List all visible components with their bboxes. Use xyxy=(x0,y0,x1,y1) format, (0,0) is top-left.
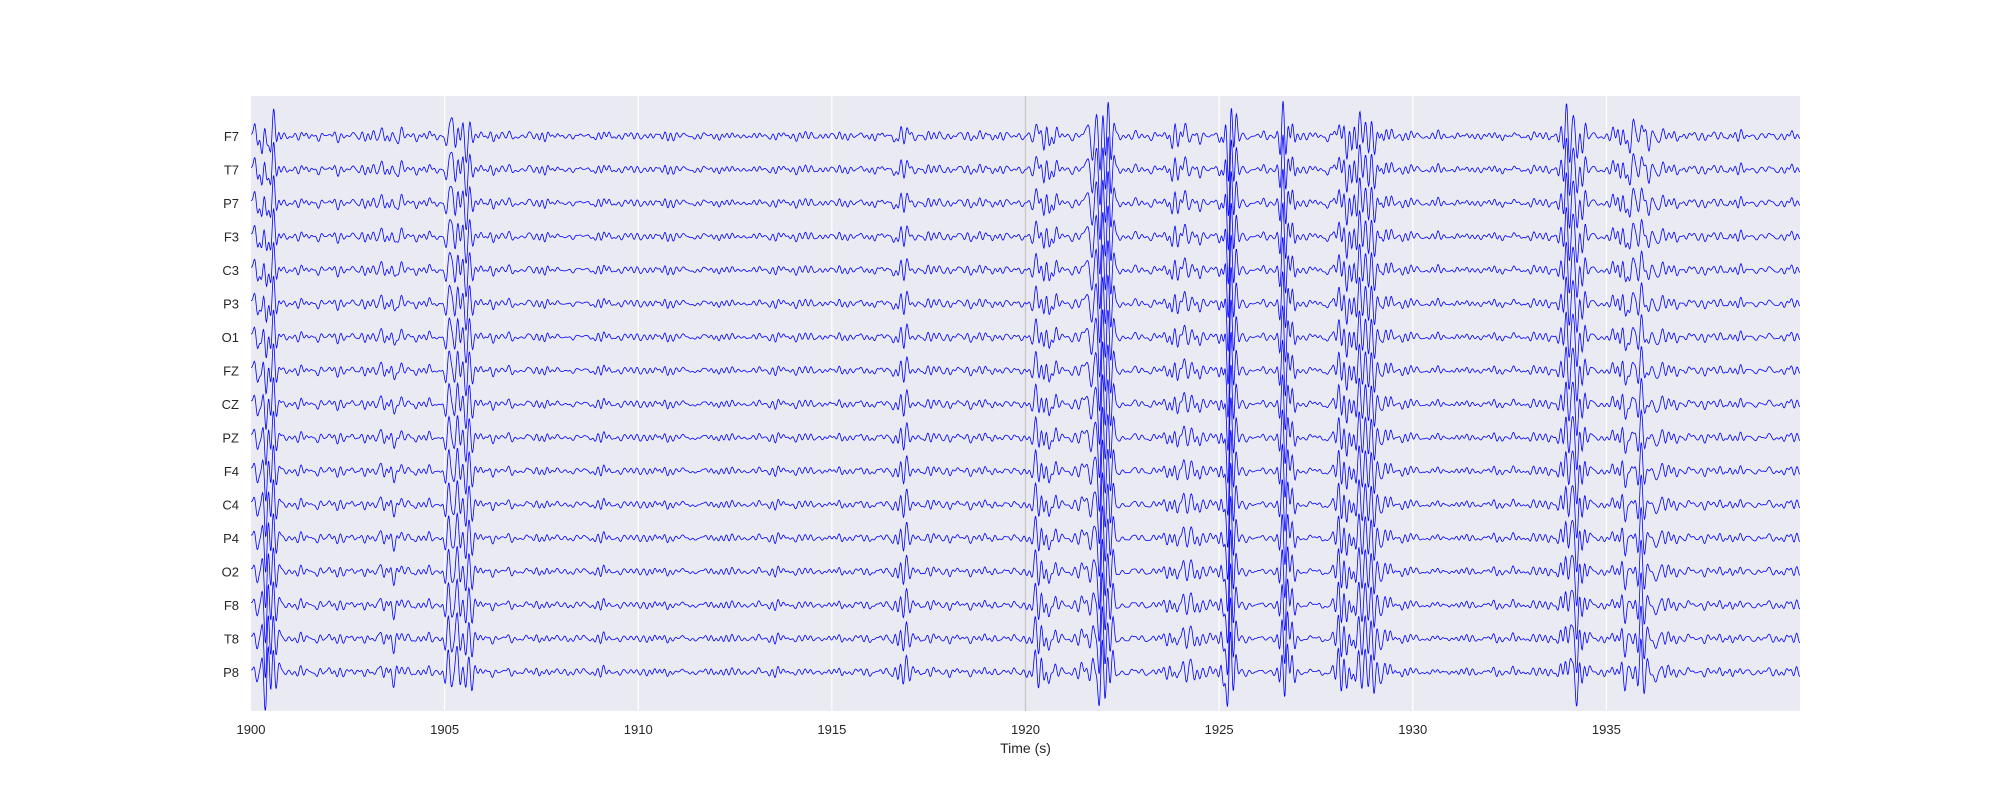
trace-p8 xyxy=(250,631,1801,711)
trace-c3 xyxy=(250,234,1801,318)
channel-label-p7: P7 xyxy=(223,196,239,211)
x-tick-1915: 1915 xyxy=(817,722,846,737)
trace-f7 xyxy=(250,101,1801,182)
channel-label-c3: C3 xyxy=(222,263,239,278)
trace-o2 xyxy=(250,529,1801,612)
x-tick-1930: 1930 xyxy=(1398,722,1427,737)
x-tick-1920: 1920 xyxy=(1011,722,1040,737)
channel-label-f8: F8 xyxy=(224,598,239,613)
channel-label-o1: O1 xyxy=(222,330,239,345)
channel-label-o2: O2 xyxy=(222,565,239,580)
channel-label-f7: F7 xyxy=(224,129,239,144)
trace-fz xyxy=(250,331,1801,418)
x-tick-1935: 1935 xyxy=(1592,722,1621,737)
trace-t7 xyxy=(250,134,1801,217)
trace-f3 xyxy=(250,201,1801,285)
x-tick-1905: 1905 xyxy=(430,722,459,737)
channel-label-f3: F3 xyxy=(224,230,239,245)
channel-labels: F7 T7 P7 F3 C3 P3 O1 FZ CZ PZ F4 C4 P4 O2 F8 T8 P8 xyxy=(222,129,239,680)
channel-label-p8: P8 xyxy=(223,665,239,680)
channel-label-t8: T8 xyxy=(224,632,239,647)
trace-cz xyxy=(250,364,1801,451)
channel-label-cz: CZ xyxy=(222,397,239,412)
channel-label-c4: C4 xyxy=(222,498,239,513)
channel-label-pz: PZ xyxy=(222,431,239,446)
x-tick-labels: 1900 1905 1910 1915 1920 1925 1930 1935 xyxy=(237,722,1621,737)
channel-label-t7: T7 xyxy=(224,163,239,178)
x-axis-label: Time (s) xyxy=(1000,740,1051,756)
trace-f8 xyxy=(250,563,1801,644)
trace-c4 xyxy=(250,462,1801,548)
trace-p3 xyxy=(250,267,1801,352)
channel-label-fz: FZ xyxy=(223,364,239,379)
trace-p4 xyxy=(250,495,1801,581)
channel-label-p4: P4 xyxy=(223,531,239,546)
x-tick-1900: 1900 xyxy=(237,722,266,737)
trace-p7 xyxy=(250,168,1801,251)
trace-pz xyxy=(250,397,1801,484)
channel-label-p3: P3 xyxy=(223,297,239,312)
trace-t8 xyxy=(250,597,1801,679)
x-tick-1910: 1910 xyxy=(624,722,653,737)
x-tick-1925: 1925 xyxy=(1205,722,1234,737)
channel-label-f4: F4 xyxy=(224,464,239,479)
trace-o1 xyxy=(250,299,1801,386)
trace-f4 xyxy=(250,429,1801,516)
channel-traces xyxy=(250,101,1801,711)
